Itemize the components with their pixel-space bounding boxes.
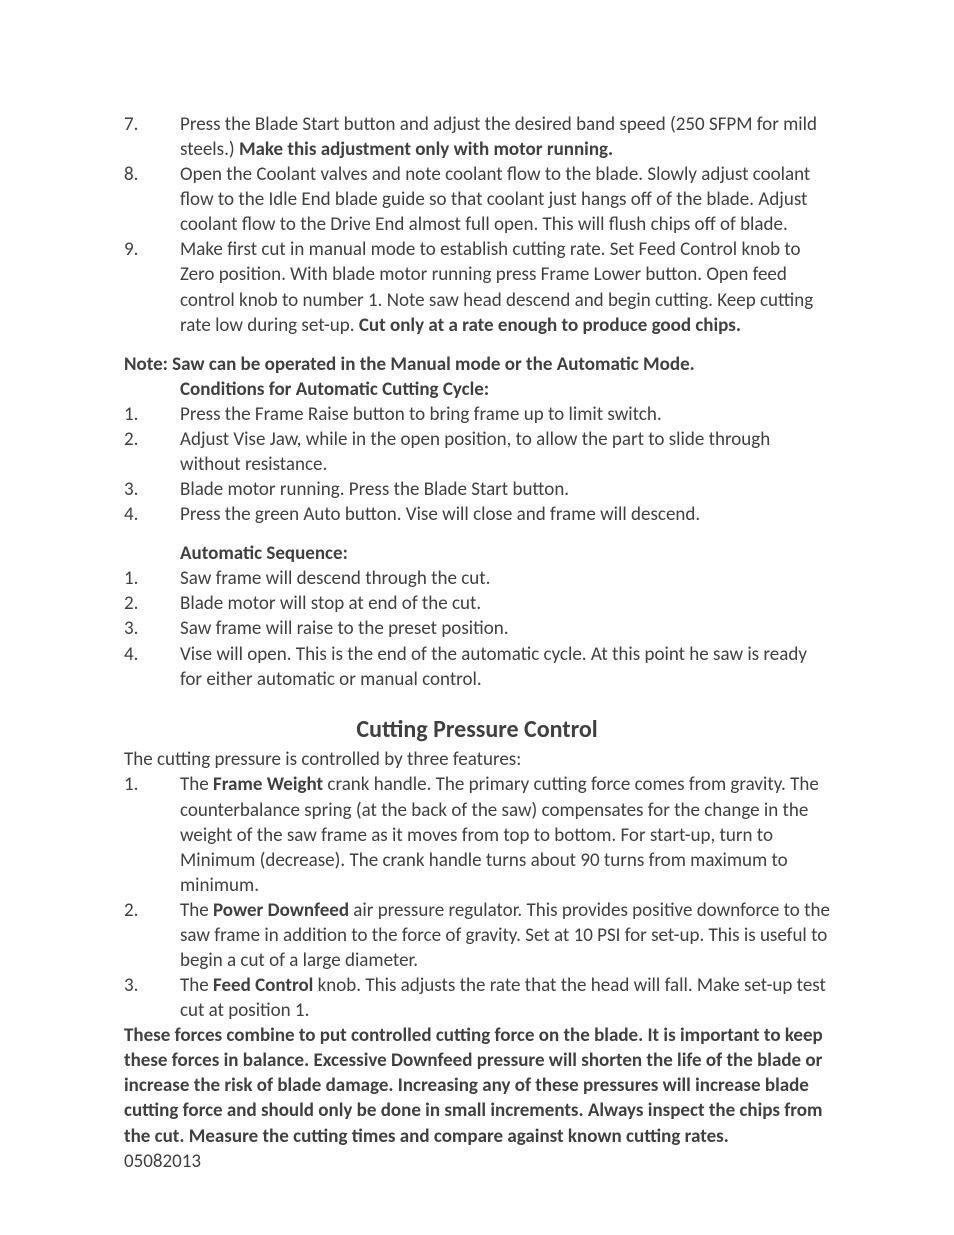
closing-paragraph: These forces combine to put controlled c… <box>124 1023 830 1148</box>
document-date-code: 05082013 <box>124 1149 830 1174</box>
list-text: Press the green Auto button. Vise will c… <box>180 502 830 527</box>
list-item: 3.The Feed Control knob. This adjusts th… <box>124 973 830 1023</box>
list-text: Blade motor running. Press the Blade Sta… <box>180 477 830 502</box>
note-line-1: Note: Saw can be operated in the Manual … <box>124 352 830 377</box>
list-number: 2. <box>124 898 180 973</box>
section-title-cutting-pressure: Cutting Pressure Control <box>124 714 830 746</box>
list-text: Make first cut in manual mode to establi… <box>180 237 830 337</box>
list-item: 2.Blade motor will stop at end of the cu… <box>124 591 830 616</box>
bold-text: Frame Weight <box>213 773 323 796</box>
list-number: 8. <box>124 162 180 237</box>
pressure-features-list: 1.The Frame Weight crank handle. The pri… <box>124 772 830 1023</box>
list-item: 1.The Frame Weight crank handle. The pri… <box>124 772 830 897</box>
list-text: Blade motor will stop at end of the cut. <box>180 591 830 616</box>
list-item: 2.The Power Downfeed air pressure regula… <box>124 898 830 973</box>
auto-sequence-list: 1.Saw frame will descend through the cut… <box>124 566 830 691</box>
bold-text: Make this adjustment only with motor run… <box>239 138 613 161</box>
list-number: 4. <box>124 502 180 527</box>
list-number: 9. <box>124 237 180 337</box>
list-item: 2.Adjust Vise Jaw, while in the open pos… <box>124 427 830 477</box>
auto-sequence-header: Automatic Sequence: <box>124 541 830 566</box>
list-text: Saw frame will raise to the preset posit… <box>180 616 830 641</box>
note-line-2: Conditions for Automatic Cutting Cycle: <box>124 377 830 402</box>
bold-text: Feed Control <box>213 974 313 997</box>
list-number: 3. <box>124 973 180 1023</box>
list-item: 7.Press the Blade Start button and adjus… <box>124 112 830 162</box>
conditions-list: 1.Press the Frame Raise button to bring … <box>124 402 830 527</box>
procedure-list-1: 7.Press the Blade Start button and adjus… <box>124 112 830 338</box>
list-number: 7. <box>124 112 180 162</box>
list-number: 1. <box>124 566 180 591</box>
list-number: 3. <box>124 477 180 502</box>
list-item: 8.Open the Coolant valves and note coola… <box>124 162 830 237</box>
list-text: Vise will open. This is the end of the a… <box>180 642 830 692</box>
list-text: Adjust Vise Jaw, while in the open posit… <box>180 427 830 477</box>
list-item: 4.Vise will open. This is the end of the… <box>124 642 830 692</box>
mode-note: Note: Saw can be operated in the Manual … <box>124 352 830 402</box>
list-text: Saw frame will descend through the cut. <box>180 566 830 591</box>
list-text: The Power Downfeed air pressure regulato… <box>180 898 830 973</box>
list-item: 4.Press the green Auto button. Vise will… <box>124 502 830 527</box>
section-intro: The cutting pressure is controlled by th… <box>124 747 830 772</box>
list-text: Press the Frame Raise button to bring fr… <box>180 402 830 427</box>
list-item: 1.Press the Frame Raise button to bring … <box>124 402 830 427</box>
bold-text: Power Downfeed <box>213 899 349 922</box>
list-item: 3.Saw frame will raise to the preset pos… <box>124 616 830 641</box>
list-text: The Feed Control knob. This adjusts the … <box>180 973 830 1023</box>
list-number: 2. <box>124 427 180 477</box>
list-text: Open the Coolant valves and note coolant… <box>180 162 830 237</box>
list-number: 3. <box>124 616 180 641</box>
list-text: Press the Blade Start button and adjust … <box>180 112 830 162</box>
list-number: 1. <box>124 402 180 427</box>
list-number: 1. <box>124 772 180 897</box>
list-number: 2. <box>124 591 180 616</box>
list-item: 1.Saw frame will descend through the cut… <box>124 566 830 591</box>
list-item: 3.Blade motor running. Press the Blade S… <box>124 477 830 502</box>
bold-text: Cut only at a rate enough to produce goo… <box>359 314 741 337</box>
list-number: 4. <box>124 642 180 692</box>
list-item: 9.Make first cut in manual mode to estab… <box>124 237 830 337</box>
list-text: The Frame Weight crank handle. The prima… <box>180 772 830 897</box>
